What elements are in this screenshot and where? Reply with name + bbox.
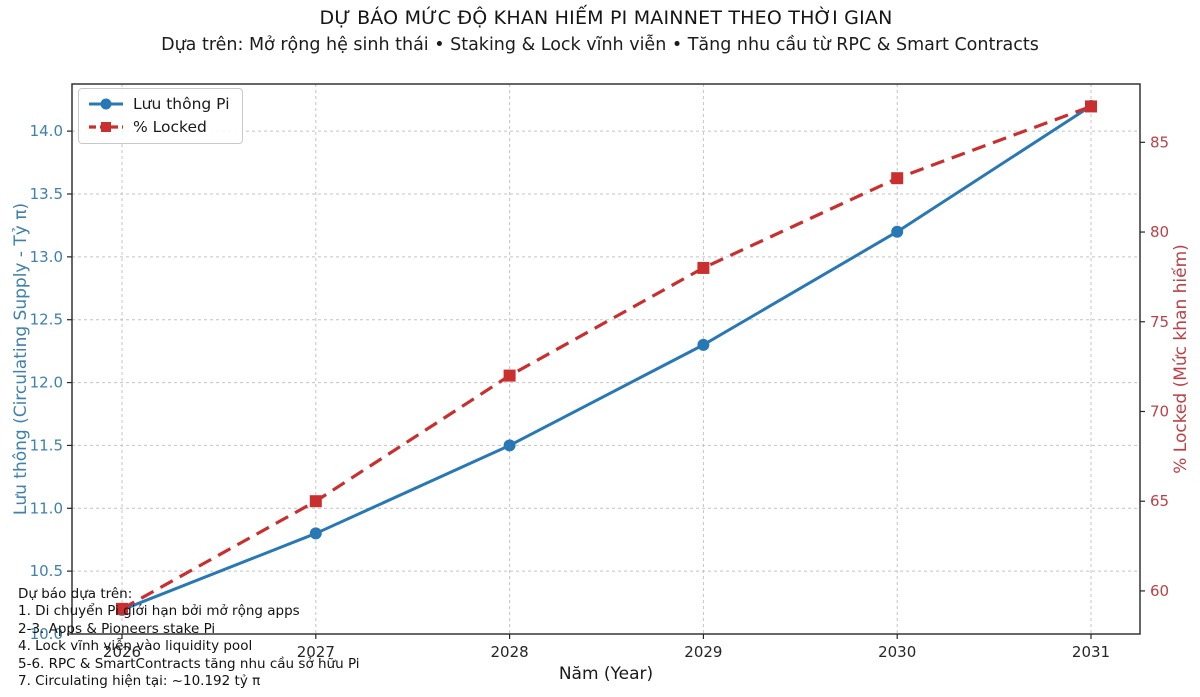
legend-item-locked: % Locked: [88, 118, 230, 136]
right-tick-label: 70: [1150, 402, 1169, 420]
legend: Lưu thông Pi % Locked: [78, 88, 243, 144]
annotation-line: 7. Circulating hiện tại: ~10.192 tỷ π: [18, 673, 261, 690]
plot-border: [71, 83, 1141, 635]
right-axis-title: % Locked (Mức khan hiếm): [1171, 244, 1191, 474]
right-tick-label: 60: [1150, 582, 1169, 600]
x-tick-label: 2028: [491, 643, 529, 661]
data-point-1: [309, 495, 322, 508]
data-point-0: [309, 527, 322, 540]
left-axis-title: Lưu thông (Circulating Supply - Tỷ π): [11, 202, 31, 516]
data-point-1: [891, 172, 904, 185]
legend-line-circulating-icon: [89, 98, 123, 110]
right-tick-label: 80: [1150, 223, 1169, 241]
annotation-line: Dự báo dựa trên:: [18, 586, 133, 602]
x-tick-label: 2029: [684, 643, 722, 661]
x-tick-label: 2026: [103, 643, 141, 661]
data-point-1: [116, 602, 128, 615]
left-tick-label: 12.0: [30, 374, 63, 392]
data-point-1: [697, 261, 710, 274]
legend-line-locked-icon: [89, 122, 123, 132]
x-axis-title: Năm (Year): [558, 664, 654, 684]
data-point-1: [1085, 100, 1097, 113]
chart-title: DỰ BÁO MỨC ĐỘ KHAN HIẾM PI MAINNET THEO …: [319, 7, 893, 29]
annotation-line: 1. Di chuyển Pi giới hạn bởi mở rộng app…: [18, 603, 300, 620]
left-tick-label: 11.5: [30, 436, 63, 454]
legend-label-circulating: Lưu thông Pi: [133, 95, 230, 113]
legend-label-locked: % Locked: [133, 118, 207, 136]
series-line-0: [121, 104, 1092, 612]
left-tick-label: 10.0: [30, 625, 63, 643]
left-tick-label: 14.0: [30, 122, 63, 140]
x-tick-label: 2030: [878, 643, 916, 661]
left-tick-label: 13.0: [30, 248, 63, 266]
data-point-0: [697, 338, 710, 351]
right-tick-label: 65: [1150, 492, 1169, 510]
annotation-line: 2-3. Apps & Pioneers stake Pi: [18, 620, 216, 637]
forecast-annotation: Dự báo dựa trên: 1. Di chuyển Pi giới hạ…: [18, 586, 360, 690]
annotation-line: 5-6. RPC & SmartContracts tăng nhu cầu s…: [18, 655, 360, 672]
left-tick-label: 13.5: [30, 185, 63, 203]
left-tick-label: 12.5: [30, 311, 63, 329]
left-tick-label: 10.5: [30, 562, 63, 580]
annotation-line: 4. Lock vĩnh viễn vào liquidity pool: [18, 638, 253, 655]
x-tick-label: 2027: [297, 643, 335, 661]
data-point-1: [503, 369, 516, 382]
series-line-1: [121, 104, 1092, 611]
left-tick-label: 11.0: [30, 499, 63, 517]
right-tick-label: 75: [1150, 313, 1169, 331]
data-point-0: [503, 439, 516, 452]
x-tick-label: 2031: [1072, 643, 1110, 661]
right-tick-label: 85: [1150, 133, 1169, 151]
data-point-0: [891, 225, 904, 238]
legend-item-circulating: Lưu thông Pi: [88, 95, 230, 113]
chart-subtitle: Dựa trên: Mở rộng hệ sinh thái • Staking…: [161, 35, 1039, 55]
